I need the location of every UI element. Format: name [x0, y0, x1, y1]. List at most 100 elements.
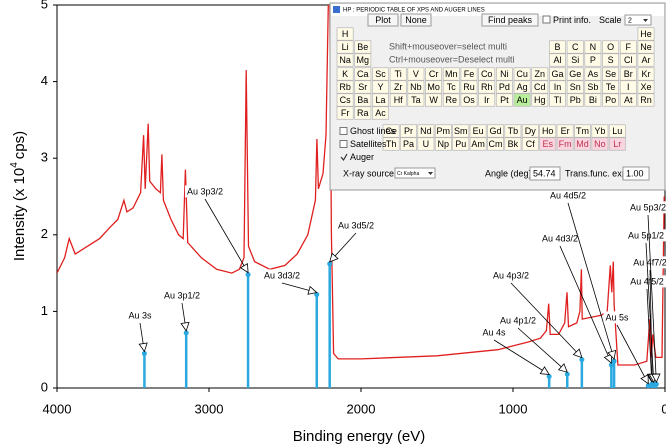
button-label[interactable]: Find peaks: [488, 15, 533, 25]
element-button[interactable]: [584, 53, 602, 67]
element-symbol[interactable]: Nb: [410, 82, 422, 92]
element-symbol[interactable]: Ti: [395, 69, 402, 79]
element-symbol[interactable]: Hg: [534, 95, 546, 105]
element-symbol[interactable]: Ru: [463, 82, 475, 92]
element-symbol[interactable]: Ag: [517, 82, 528, 92]
element-symbol[interactable]: Hf: [394, 95, 403, 105]
element-symbol[interactable]: Ge: [569, 69, 581, 79]
element-symbol[interactable]: Ca: [357, 69, 369, 79]
element-button[interactable]: [487, 124, 504, 138]
dropdown[interactable]: [394, 167, 436, 179]
element-symbol[interactable]: Ne: [640, 42, 652, 52]
element-symbol[interactable]: Ra: [357, 108, 369, 118]
element-button[interactable]: [619, 80, 637, 94]
element-button[interactable]: [389, 93, 407, 107]
element-button[interactable]: [549, 40, 566, 54]
element-button[interactable]: [372, 67, 389, 81]
element-symbol[interactable]: Cu: [516, 69, 528, 79]
element-button[interactable]: [566, 67, 584, 81]
element-button[interactable]: [452, 124, 470, 138]
element-button[interactable]: [336, 53, 354, 67]
element-symbol[interactable]: Ac: [375, 108, 386, 118]
element-button[interactable]: [549, 93, 566, 107]
element-symbol[interactable]: Lr: [613, 139, 621, 149]
element-symbol[interactable]: V: [413, 69, 419, 79]
element-button[interactable]: [637, 67, 655, 81]
element-symbol[interactable]: He: [640, 29, 652, 39]
element-button[interactable]: [354, 80, 372, 94]
element-button[interactable]: [354, 106, 372, 120]
element-button[interactable]: [513, 80, 531, 94]
element-button[interactable]: [513, 67, 531, 81]
element-symbol[interactable]: P: [590, 55, 596, 65]
element-symbol[interactable]: Ba: [357, 95, 368, 105]
element-button[interactable]: [354, 40, 372, 54]
element-button[interactable]: [407, 67, 425, 81]
element-button[interactable]: [602, 53, 620, 67]
button[interactable]: [367, 13, 399, 27]
element-button[interactable]: [389, 80, 407, 94]
element-button[interactable]: [539, 137, 557, 151]
element-symbol[interactable]: Pb: [570, 95, 581, 105]
option-label[interactable]: Ghost lines: [350, 126, 396, 136]
element-symbol[interactable]: Nd: [420, 126, 432, 136]
checkbox[interactable]: [339, 127, 348, 135]
element-symbol[interactable]: Ar: [642, 55, 651, 65]
element-button[interactable]: [425, 80, 443, 94]
element-button[interactable]: [584, 93, 602, 107]
element-button[interactable]: [566, 53, 584, 67]
element-symbol[interactable]: Sm: [454, 126, 468, 136]
element-symbol[interactable]: Tm: [576, 126, 589, 136]
element-button[interactable]: [608, 124, 626, 138]
element-symbol[interactable]: Fm: [559, 139, 572, 149]
element-symbol[interactable]: Mn: [445, 69, 458, 79]
element-symbol[interactable]: W: [429, 95, 438, 105]
element-symbol[interactable]: Sn: [570, 82, 581, 92]
element-button[interactable]: [354, 53, 372, 67]
element-symbol[interactable]: Gd: [489, 126, 501, 136]
element-button[interactable]: [495, 80, 513, 94]
element-button[interactable]: [382, 137, 400, 151]
element-button[interactable]: [400, 124, 417, 138]
element-button[interactable]: [495, 67, 513, 81]
element-button[interactable]: [619, 53, 637, 67]
element-button[interactable]: [556, 124, 574, 138]
element-symbol[interactable]: Ir: [484, 95, 490, 105]
element-button[interactable]: [425, 93, 443, 107]
element-button[interactable]: [591, 137, 609, 151]
element-button[interactable]: [487, 137, 504, 151]
element-symbol[interactable]: Ga: [551, 69, 563, 79]
element-symbol[interactable]: Md: [576, 139, 589, 149]
button[interactable]: [400, 13, 432, 27]
element-symbol[interactable]: Pm: [437, 126, 451, 136]
element-symbol[interactable]: Es: [542, 139, 553, 149]
element-button[interactable]: [336, 67, 354, 81]
element-button[interactable]: [584, 40, 602, 54]
text-input[interactable]: [622, 166, 650, 181]
element-symbol[interactable]: Mo: [427, 82, 440, 92]
element-button[interactable]: [637, 40, 655, 54]
element-symbol[interactable]: Fr: [341, 108, 350, 118]
element-button[interactable]: [372, 80, 389, 94]
element-symbol[interactable]: Se: [605, 69, 616, 79]
element-button[interactable]: [336, 93, 354, 107]
element-symbol[interactable]: Am: [471, 139, 485, 149]
element-symbol[interactable]: Pt: [500, 95, 509, 105]
element-symbol[interactable]: La: [375, 95, 385, 105]
element-button[interactable]: [478, 93, 496, 107]
element-button[interactable]: [602, 80, 620, 94]
element-symbol[interactable]: Fe: [464, 69, 475, 79]
element-symbol[interactable]: Cs: [340, 95, 351, 105]
element-button[interactable]: [504, 137, 522, 151]
dropdown-value[interactable]: 2: [628, 17, 632, 24]
element-button[interactable]: [619, 40, 637, 54]
element-button[interactable]: [504, 124, 522, 138]
element-symbol[interactable]: Ta: [411, 95, 421, 105]
element-button[interactable]: [602, 67, 620, 81]
element-symbol[interactable]: Tb: [508, 126, 519, 136]
element-symbol[interactable]: Os: [463, 95, 475, 105]
element-symbol[interactable]: Cm: [489, 139, 503, 149]
element-symbol[interactable]: Kr: [642, 69, 651, 79]
element-button[interactable]: [460, 67, 478, 81]
element-button[interactable]: [513, 93, 531, 107]
